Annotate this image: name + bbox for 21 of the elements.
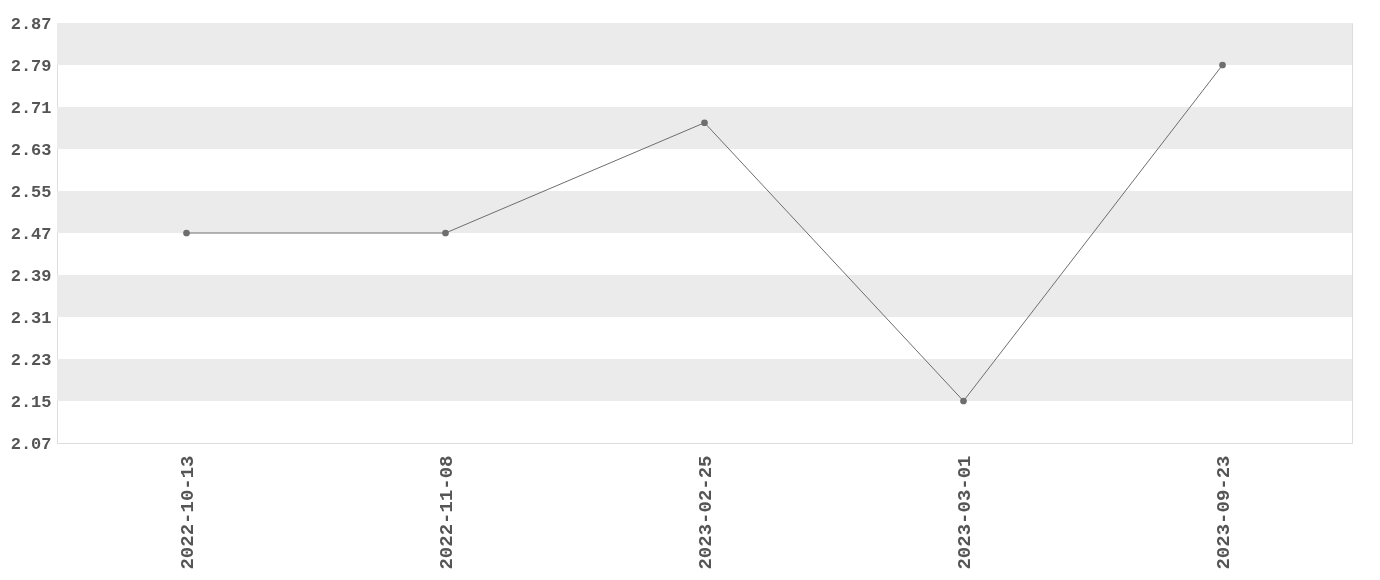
point — [442, 229, 449, 237]
y-tick-label: 2.87 — [10, 14, 52, 34]
x-tick-label: 2022-10-13 — [177, 455, 199, 570]
y-tick-label: 2.15 — [10, 392, 52, 412]
x-tick-label: 2022-11-08 — [436, 455, 458, 570]
y-tick-label: 2.71 — [10, 98, 52, 118]
y-tick-label: 2.31 — [10, 308, 52, 328]
y-tick-label: 2.23 — [10, 350, 52, 370]
y-tick-label: 2.47 — [10, 224, 52, 244]
point — [1219, 61, 1226, 69]
x-tick-label: 2023-03-01 — [954, 455, 976, 570]
point — [183, 229, 190, 237]
y-tick-label: 2.79 — [10, 56, 52, 76]
point — [701, 119, 708, 127]
y-tick-label: 2.39 — [10, 266, 52, 286]
point — [960, 397, 967, 405]
y-tick-label: 2.07 — [10, 434, 52, 454]
y-tick-label: 2.55 — [10, 182, 52, 202]
x-tick-label: 2023-02-25 — [695, 455, 717, 570]
y-tick-label: 2.63 — [10, 140, 52, 160]
x-tick-label: 2023-09-23 — [1213, 455, 1235, 570]
